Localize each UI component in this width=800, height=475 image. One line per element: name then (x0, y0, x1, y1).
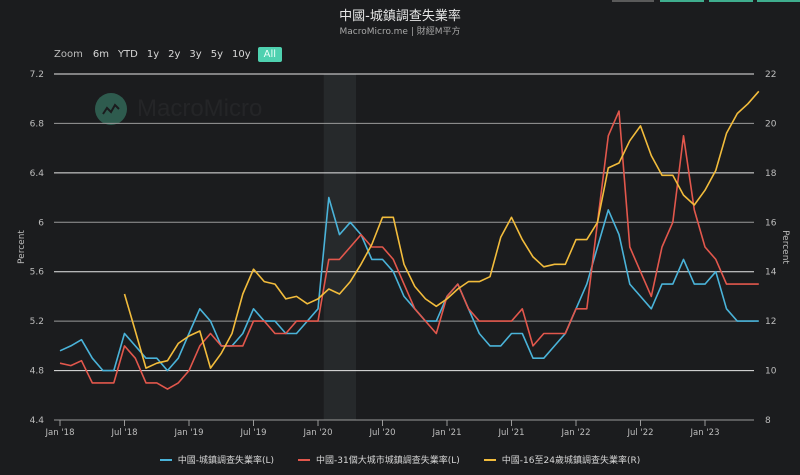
watermark-text: MacroMicro (137, 95, 263, 122)
left-axis-ticks: 7.2 6.8 6.4 6 5.6 5.2 4.8 4.4 (30, 70, 45, 426)
svg-text:16: 16 (765, 218, 777, 228)
svg-text:22: 22 (765, 70, 776, 80)
macromicro-watermark: MacroMicro (95, 93, 262, 125)
svg-text:6: 6 (38, 218, 44, 228)
zoom-label: Zoom (54, 49, 83, 60)
legend-swatch-blue (159, 458, 172, 461)
zoom-3y-button[interactable]: 3y (189, 49, 202, 60)
zoom-1y-button[interactable]: 1y (146, 49, 160, 60)
top-tab-3[interactable] (709, 0, 753, 2)
legend-item-youth[interactable]: 中國-16至24歲城鎮調查失業率(R) (483, 453, 641, 466)
gridlines (54, 73, 754, 421)
svg-text:5.2: 5.2 (30, 317, 44, 327)
zoom-all-button[interactable]: All (257, 47, 283, 62)
svg-text:Jul '20: Jul '20 (368, 428, 395, 438)
svg-text:Jan '23: Jan '23 (690, 428, 720, 438)
svg-text:8: 8 (765, 416, 771, 426)
svg-text:6.4: 6.4 (30, 169, 45, 179)
legend-swatch-yellow (483, 458, 496, 461)
legend-label: 中國-城鎮調查失業率(L) (177, 456, 275, 466)
zoom-2y-button[interactable]: 2y (168, 49, 181, 60)
svg-text:7.2: 7.2 (30, 70, 44, 80)
svg-text:Jul '22: Jul '22 (626, 428, 653, 438)
zoom-bar: Zoom 6m YTD 1y 2y 3y 5y 10y All (54, 47, 291, 62)
legend-label: 中國-31個大城市城鎮調查失業率(L) (316, 456, 460, 466)
zoom-ytd-button[interactable]: YTD (117, 49, 138, 60)
svg-text:Jul '21: Jul '21 (497, 428, 524, 438)
left-axis-title: Percent (17, 230, 27, 264)
legend-swatch-red (298, 458, 311, 461)
x-axis: Jan '18 Jul '18 Jan '19 Jul '19 Jan '20 Jul '… (45, 420, 720, 438)
right-axis-title: Percent (780, 230, 790, 264)
legend-item-31-cities[interactable]: 中國-31個大城市城鎮調查失業率(L) (298, 453, 460, 466)
svg-text:6.8: 6.8 (30, 119, 45, 129)
legend: 中國-城鎮調查失業率(L) 中國-31個大城市城鎮調查失業率(L) 中國-16至… (0, 453, 800, 466)
svg-text:Jan '21: Jan '21 (432, 428, 462, 438)
legend-item-urban[interactable]: 中國-城鎮調查失業率(L) (159, 453, 275, 466)
chart-title: 中國-城鎮調查失業率 (339, 9, 461, 24)
svg-text:4.4: 4.4 (30, 416, 45, 426)
zoom-10y-button[interactable]: 10y (231, 49, 251, 60)
svg-text:Jan '19: Jan '19 (174, 428, 204, 438)
svg-text:Jul '18: Jul '18 (110, 428, 137, 438)
svg-text:20: 20 (765, 119, 777, 129)
svg-text:14: 14 (765, 268, 777, 278)
top-tab-1[interactable] (612, 0, 654, 2)
svg-text:Jan '18: Jan '18 (45, 428, 75, 438)
top-tab-2[interactable] (660, 0, 704, 2)
svg-text:10: 10 (765, 367, 777, 377)
svg-text:5.6: 5.6 (30, 268, 45, 278)
series-lines (59, 90, 760, 390)
svg-text:4.8: 4.8 (30, 367, 45, 377)
chart-logo-icon (95, 93, 127, 125)
chart-subtitle: MacroMicro.me | 財經M平方 (339, 27, 461, 37)
zoom-5y-button[interactable]: 5y (210, 49, 223, 60)
svg-text:Jan '22: Jan '22 (561, 428, 591, 438)
svg-text:12: 12 (765, 317, 776, 327)
zoom-6m-button[interactable]: 6m (92, 49, 109, 60)
svg-text:18: 18 (765, 169, 777, 179)
legend-label: 中國-16至24歲城鎮調查失業率(R) (501, 456, 641, 466)
right-axis-ticks: 22 20 18 16 14 12 10 8 (765, 70, 777, 426)
top-tab-4[interactable] (757, 0, 800, 2)
svg-text:Jul '19: Jul '19 (239, 428, 266, 438)
svg-text:Jan '20: Jan '20 (303, 428, 333, 438)
